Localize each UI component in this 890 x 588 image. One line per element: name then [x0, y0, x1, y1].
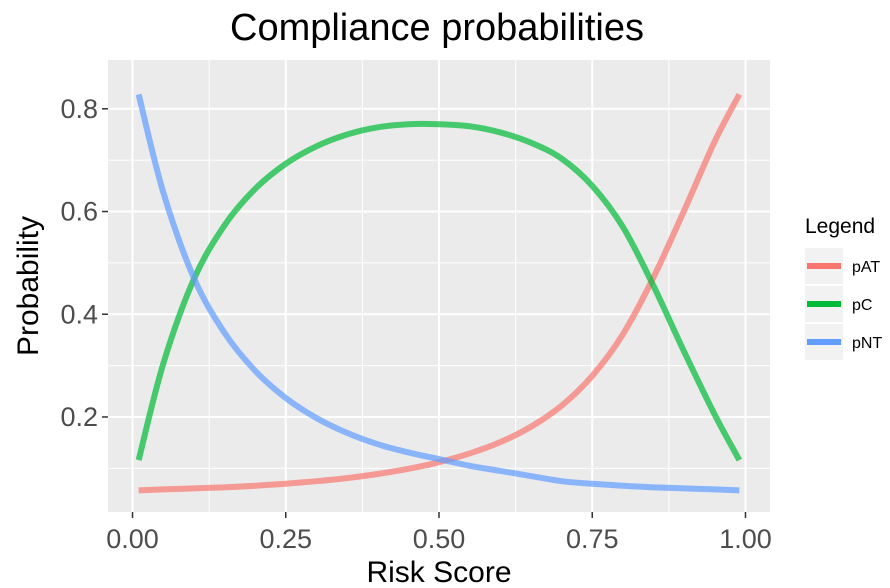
legend-title: Legend: [805, 215, 875, 238]
legend-items: pAT pC pNT: [805, 248, 882, 360]
x-tick-label: 0.25: [259, 524, 312, 554]
series-line-pnt: [135, 93, 740, 494]
y-tick-label: 0.4: [60, 299, 98, 329]
legend: Legend pAT pC pNT: [805, 215, 882, 360]
major-gridlines: [108, 60, 770, 512]
legend-label-pat: pAT: [852, 259, 880, 276]
chart-title: Compliance probabilities: [230, 7, 644, 49]
legend-label-pc: pC: [852, 297, 872, 314]
x-tick-label: 0.75: [566, 524, 619, 554]
x-axis-ticks: 0.00 0.25 0.50 0.75 1.00: [106, 512, 772, 554]
y-axis-title: Probability: [12, 216, 45, 356]
y-tick-label: 0.2: [60, 402, 98, 432]
series-line-pc: [135, 120, 742, 462]
x-tick-label: 0.00: [106, 524, 159, 554]
legend-label-pnt: pNT: [852, 335, 882, 352]
series-lines: [135, 93, 743, 494]
y-tick-label: 0.8: [60, 94, 98, 124]
y-axis-ticks: 0.2 0.4 0.6 0.8: [60, 94, 108, 432]
y-tick-label: 0.6: [60, 197, 98, 227]
x-tick-label: 1.00: [719, 524, 772, 554]
x-tick-label: 0.50: [413, 524, 466, 554]
x-axis-title: Risk Score: [366, 556, 511, 588]
